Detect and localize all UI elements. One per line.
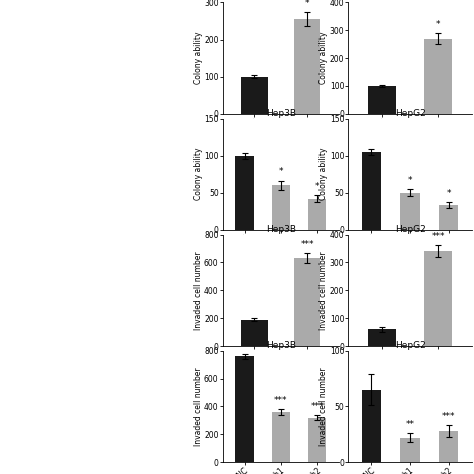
Bar xyxy=(272,185,290,230)
Title: Hep3B: Hep3B xyxy=(266,225,296,234)
Y-axis label: Invaded cell number: Invaded cell number xyxy=(193,367,202,446)
Text: ***: *** xyxy=(431,232,445,241)
Bar xyxy=(362,390,381,462)
Y-axis label: Colony ability: Colony ability xyxy=(319,148,328,201)
Bar xyxy=(401,438,419,462)
Bar xyxy=(294,19,320,114)
Title: Hep3B: Hep3B xyxy=(266,109,296,118)
Y-axis label: Invaded cell number: Invaded cell number xyxy=(193,251,202,329)
Text: *: * xyxy=(305,0,310,8)
Text: *: * xyxy=(408,175,412,184)
Text: *: * xyxy=(436,19,440,28)
Bar xyxy=(362,152,381,230)
Title: Hep3B: Hep3B xyxy=(266,341,296,350)
Bar xyxy=(401,193,419,230)
Bar xyxy=(241,319,268,346)
Bar xyxy=(439,431,458,462)
Text: ***: *** xyxy=(274,395,288,404)
Bar xyxy=(368,329,396,346)
Text: *: * xyxy=(279,167,283,176)
Title: HepG2: HepG2 xyxy=(395,341,425,350)
Y-axis label: Invaded cell number: Invaded cell number xyxy=(319,367,328,446)
Text: *: * xyxy=(315,182,319,191)
Bar xyxy=(424,38,452,114)
Text: *: * xyxy=(447,189,451,198)
Bar xyxy=(241,77,268,114)
Y-axis label: Colony ability: Colony ability xyxy=(194,148,203,201)
Text: ***: *** xyxy=(310,401,324,410)
Bar xyxy=(236,356,254,462)
Bar xyxy=(424,251,452,346)
Text: ***: *** xyxy=(301,240,314,249)
Y-axis label: Invaded cell number: Invaded cell number xyxy=(319,251,328,329)
Text: ***: *** xyxy=(442,412,455,421)
Y-axis label: Colony ability: Colony ability xyxy=(193,32,202,84)
Bar xyxy=(368,86,396,114)
Bar xyxy=(272,412,290,462)
Y-axis label: Colony ability: Colony ability xyxy=(319,32,328,84)
Title: HepG2: HepG2 xyxy=(395,109,425,118)
Bar xyxy=(439,205,458,230)
Bar xyxy=(294,258,320,346)
Text: **: ** xyxy=(406,420,414,428)
Bar xyxy=(308,199,326,230)
Bar xyxy=(236,155,254,230)
Title: HepG2: HepG2 xyxy=(395,225,425,234)
Bar xyxy=(308,418,326,462)
